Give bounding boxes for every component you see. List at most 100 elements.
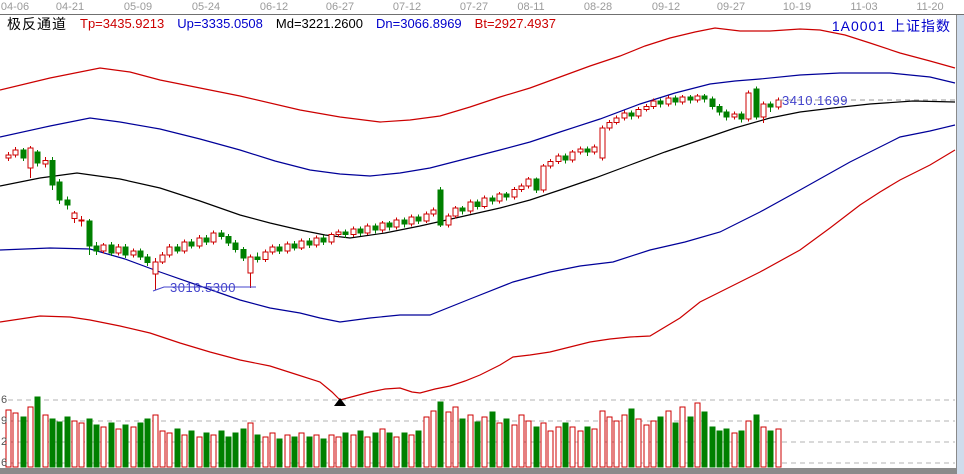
- indicator-value: Up=3335.0508: [177, 16, 263, 31]
- candle-body: [723, 111, 730, 118]
- candle-body: [320, 237, 327, 243]
- candle-body: [459, 207, 466, 212]
- volume-bar: [511, 424, 518, 468]
- candle-body: [569, 151, 576, 161]
- volume-bar: [144, 418, 151, 468]
- volume-bar: [621, 414, 628, 468]
- candle-body: [174, 246, 181, 252]
- volume-bar: [313, 434, 320, 468]
- volume-bar: [555, 426, 562, 468]
- volume-axis-label: 2: [1, 436, 8, 448]
- candle-body: [137, 250, 144, 258]
- candle-body: [188, 241, 195, 247]
- volume-bar: [577, 430, 584, 468]
- candle-body: [313, 237, 320, 246]
- last-price-annotation: 3410.1699: [782, 93, 848, 108]
- candle-body: [679, 96, 686, 103]
- volume-bar: [423, 416, 430, 468]
- volume-bar: [760, 426, 767, 468]
- candle-body: [613, 117, 620, 123]
- volume-bar: [738, 430, 745, 468]
- volume-bar: [122, 424, 129, 468]
- volume-bar: [767, 430, 774, 468]
- candle-body: [452, 207, 459, 217]
- volume-bar: [56, 421, 63, 468]
- volume-bar: [393, 436, 400, 468]
- right-scroll-strip[interactable]: [956, 15, 964, 474]
- volume-bar: [12, 412, 19, 468]
- volume-bar: [613, 420, 620, 468]
- date-label: 11-20: [916, 1, 944, 13]
- date-label: 10-19: [782, 1, 812, 13]
- volume-bar: [489, 411, 496, 468]
- candle-body: [159, 254, 166, 263]
- volume-bar: [467, 414, 474, 468]
- channel-line-Dn: [0, 124, 956, 323]
- candle-body: [115, 246, 122, 254]
- candle-body: [775, 99, 782, 108]
- volume-bar: [745, 420, 752, 468]
- volume-bar: [78, 422, 85, 468]
- candle-body: [100, 244, 107, 252]
- volume-bar: [591, 428, 598, 468]
- volume-bar: [232, 432, 239, 468]
- candle-body: [276, 246, 283, 252]
- candle-body: [525, 178, 532, 187]
- candle-body: [745, 92, 752, 120]
- candle-body: [716, 105, 723, 113]
- volume-bar: [298, 432, 305, 468]
- date-label: 07-12: [392, 1, 422, 13]
- volume-bar: [518, 414, 525, 468]
- channel-line-Up: [0, 72, 956, 177]
- volume-bar: [86, 418, 93, 468]
- volume-bar: [262, 436, 269, 468]
- candle-body: [27, 147, 34, 169]
- volume-axis-label: 6: [1, 394, 8, 406]
- volume-bar: [481, 416, 488, 468]
- candle-body: [562, 155, 569, 161]
- low-annotation-leader: [152, 286, 256, 292]
- candle-body: [701, 95, 708, 100]
- volume-bar: [20, 416, 27, 468]
- candle-body: [474, 201, 481, 207]
- candle-body: [401, 219, 408, 225]
- candle-body: [357, 228, 364, 234]
- candle-body: [657, 100, 664, 105]
- date-label: 11-03: [850, 1, 878, 13]
- candle-body: [42, 159, 49, 165]
- candle-body: [372, 225, 379, 231]
- candle-body: [291, 243, 298, 249]
- candle-body: [437, 189, 444, 226]
- channel-line-Md: [0, 100, 956, 239]
- candle-body: [430, 209, 437, 215]
- bottom-scrollbar[interactable]: [0, 468, 956, 474]
- candle-body: [386, 222, 393, 228]
- candle-body: [503, 193, 510, 198]
- volume-bar: [503, 418, 510, 468]
- date-label: 08-28: [583, 1, 613, 13]
- indicator-row: 极反通道 Tp=3435.9213 Up=3335.0508 Md=3221.260…: [7, 15, 569, 32]
- bottom-marker-triangle-icon: [334, 398, 346, 406]
- candle-body: [621, 112, 628, 119]
- candle-body: [152, 261, 159, 275]
- candle-body: [547, 160, 554, 167]
- candle-body: [738, 113, 745, 120]
- candle-body: [709, 98, 716, 107]
- indicator-name: 极反通道: [7, 15, 67, 32]
- volume-bar: [665, 410, 672, 468]
- volume-bar: [569, 426, 576, 468]
- channel-line-Tp: [0, 27, 956, 123]
- volume-bar: [709, 426, 716, 468]
- volume-bar: [584, 426, 591, 468]
- candle-body: [342, 231, 349, 236]
- volume-bar: [276, 438, 283, 468]
- volume-bar: [159, 430, 166, 468]
- candle-body: [606, 121, 613, 129]
- volume-bar: [247, 422, 254, 468]
- volume-bar: [401, 432, 408, 468]
- date-label: 07-27: [459, 1, 489, 13]
- candle-body: [108, 244, 115, 254]
- volume-bar: [731, 432, 738, 468]
- candle-body: [533, 178, 540, 191]
